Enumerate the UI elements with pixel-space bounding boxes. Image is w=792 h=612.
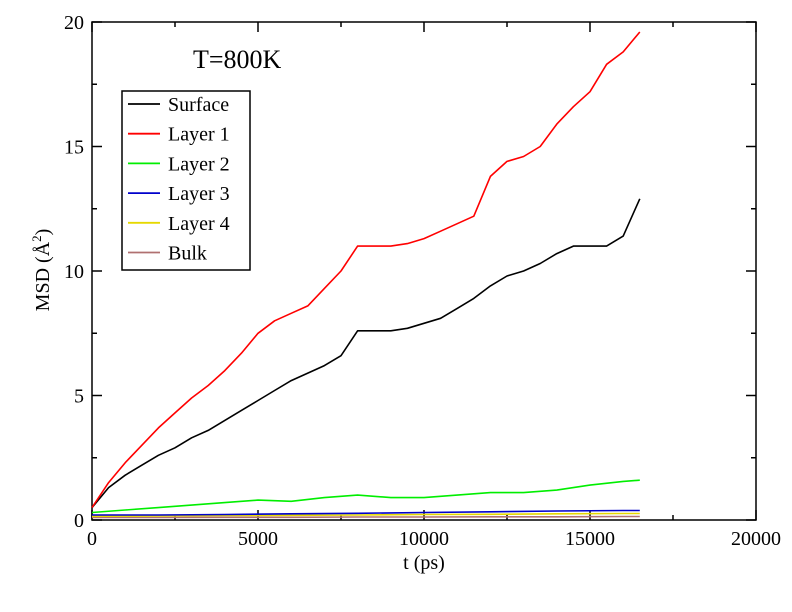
x-tick-label: 15000 [565,528,615,550]
y-axis-label-text: MSD (Å [32,241,54,311]
series-line-surface [91,198,641,509]
y-tick-label: 20 [64,12,84,34]
legend-box [121,90,251,271]
legend: Surface Layer 1 Layer 2 Layer 3 Layer 4 Bulk [121,90,251,271]
series-line-bulk [92,515,640,519]
axis-ticks: 0 5000 10000 15000 20000 0 5 10 15 20 [64,12,781,550]
legend-label: Bulk [168,243,207,265]
legend-label: Layer 3 [168,183,230,205]
x-tick-label: 10000 [399,528,449,550]
chart-annotation: T=800K [193,45,282,74]
y-axis-label: MSD (Å2) [29,229,54,312]
legend-label: Layer 4 [168,213,230,235]
y-tick-label: 15 [64,137,84,159]
series-line-layer-3 [92,509,640,516]
legend-label: Surface [168,94,229,116]
series-line-layer-1 [91,31,641,509]
y-tick-label: 0 [74,510,84,532]
x-tick-label: 5000 [238,528,278,550]
legend-label: Layer 1 [168,124,230,146]
series-group [91,31,641,519]
y-axis-label-exponent: 2 [29,235,44,242]
x-tick-label: 0 [87,528,97,550]
y-axis-label-close: ) [32,229,54,236]
x-axis-label: t (ps) [403,552,445,574]
series-line-layer-2 [91,479,640,514]
series-line-layer-4 [91,512,640,518]
x-tick-label: 20000 [731,528,781,550]
y-tick-label: 5 [74,386,84,408]
y-tick-label: 10 [64,261,84,283]
legend-label: Layer 2 [168,153,230,175]
